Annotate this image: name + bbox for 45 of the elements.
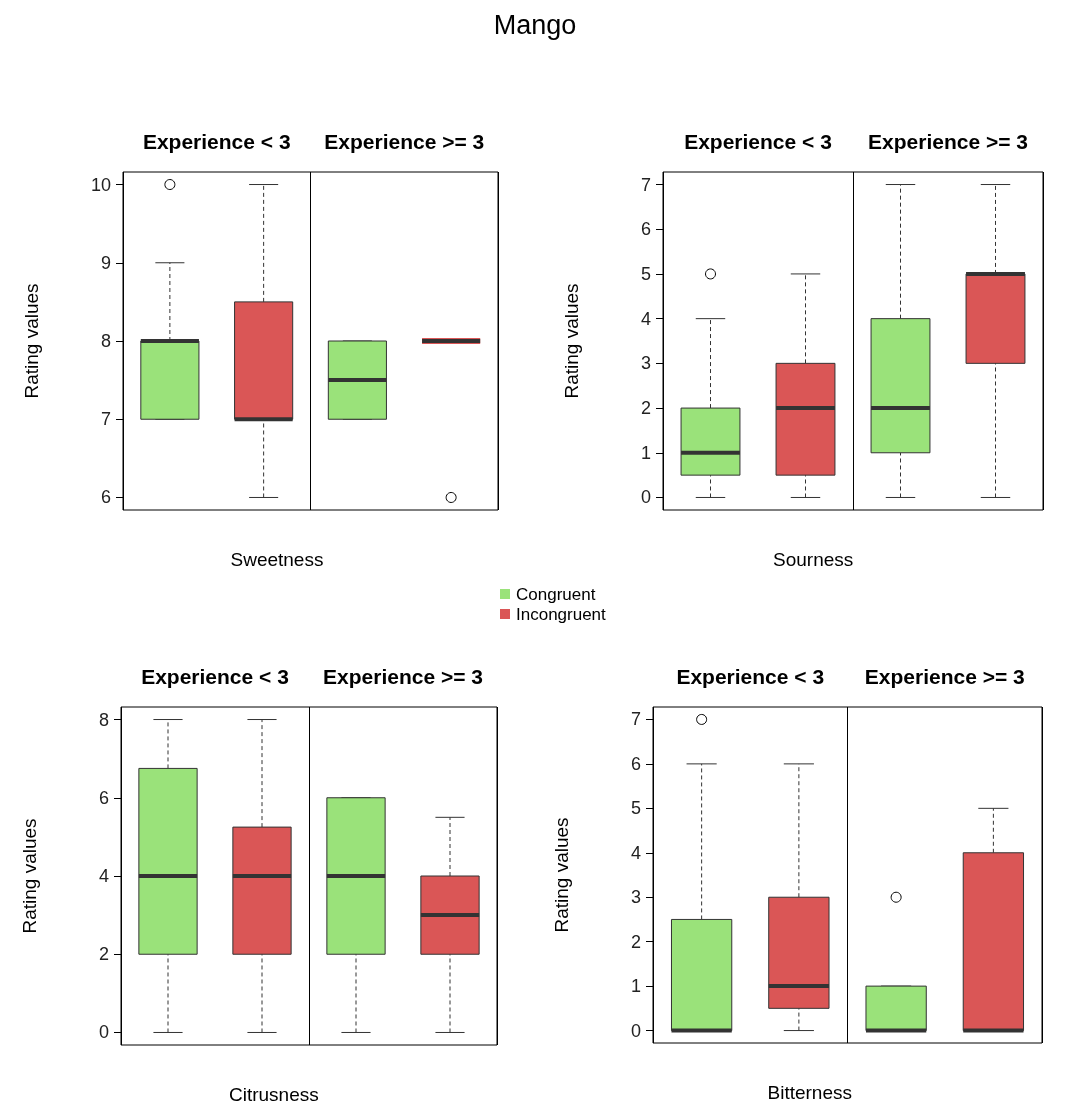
y-axis-title: Rating values [21,283,42,399]
y-tick-label: 0 [98,1022,109,1043]
text: Mango [493,9,577,40]
y-tick-label: 6 [640,219,651,240]
y-tick-label: 0 [630,1020,641,1041]
legend-label: Congruent [516,585,596,604]
x-tick-label: Experience >= 3 [868,130,1028,153]
y-tick-label: 6 [98,787,109,808]
x-tick-label: Experience < 3 [676,665,825,688]
y-tick-label: 7 [630,709,641,730]
y-axis-title: Rating values [561,283,582,399]
y-tick-label: 7 [640,174,651,195]
x-tick-label: Experience >= 3 [324,130,485,153]
y-tick-label: 2 [98,944,109,965]
x-tick-label: Experience >= 3 [864,665,1025,688]
y-tick-label: 4 [98,866,109,886]
y-tick-label: 2 [640,398,651,419]
y-tick-label: 3 [630,887,641,908]
x-axis-title: Bitterness [767,1082,852,1102]
x-tick-label: Experience < 3 [684,130,832,153]
y-axis-title: Rating values [19,818,40,934]
y-tick-label: 8 [98,709,109,730]
x-axis-title: Sweetness [230,549,324,570]
x-axis-title: Citrusness [229,1084,319,1102]
y-tick-label: 3 [640,353,651,374]
y-tick-label: 6 [630,753,641,774]
y-tick-label: 10 [90,174,111,195]
y-tick-label: 6 [100,487,111,508]
y-tick-label: 1 [630,976,641,997]
y-tick-label: 4 [640,308,651,329]
x-tick-label: Experience < 3 [141,665,289,688]
y-axis-title: Rating values [551,817,572,933]
y-tick-label: 9 [100,252,111,273]
x-axis-title: Sourness [773,549,854,570]
y-tick-label: 4 [630,842,641,863]
y-tick-label: 2 [630,931,641,952]
x-tick-label: Experience < 3 [142,130,291,153]
y-tick-label: 8 [100,331,111,351]
y-tick-label: 0 [640,487,651,508]
y-tick-label: 5 [630,798,641,819]
y-tick-label: 5 [640,263,651,284]
y-tick-label: 7 [100,409,111,430]
y-tick-label: 1 [640,442,651,463]
x-tick-label: Experience >= 3 [323,665,483,688]
legend-label: Incongruent [516,605,606,624]
